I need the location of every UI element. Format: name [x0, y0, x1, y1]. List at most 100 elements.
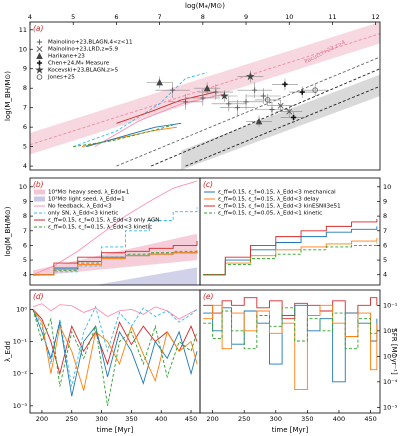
line: [32, 309, 198, 391]
x-tick-label: 5: [71, 13, 75, 21]
y-tick-label: 8: [383, 212, 387, 220]
axes-frame: [199, 177, 381, 286]
plot-area: [203, 297, 378, 390]
panel-label: (b): [33, 180, 44, 189]
y-tick-label: 5: [23, 143, 27, 151]
line: [32, 309, 198, 397]
panel: 4 5 6 7 8 9 10 log(M_BH/M⊙) (b) 10⁴M⊙ heavy seed,…: [4, 177, 201, 286]
y-axis-label: λ_Edd: [4, 341, 12, 362]
x-tick-label: 300: [95, 415, 107, 423]
axes-frame: [29, 21, 381, 171]
band: [32, 233, 198, 277]
plot-area: [32, 180, 198, 285]
marker: [299, 89, 305, 95]
marker: [255, 117, 263, 125]
y-tick-label: 6: [23, 123, 27, 131]
band: [95, 267, 198, 285]
y-tick-label: 4: [23, 271, 27, 279]
marker: [286, 108, 293, 115]
x-tick-label: 10: [285, 13, 293, 21]
legend-label: No feedback, λ_Edd<3: [48, 204, 112, 210]
legend-swatch: [34, 196, 45, 202]
y-tick-label: 8: [23, 84, 27, 92]
marker: [260, 93, 266, 99]
marker: [182, 99, 189, 105]
y-tick-label: 7: [383, 227, 387, 235]
marker: [264, 97, 271, 103]
x-tick-label: 200: [206, 415, 218, 423]
y-tick-label: 10⁰: [16, 305, 27, 313]
legend-label: Mainolino+23,BLAGN,4<z<11: [48, 40, 133, 46]
x-tick-label: 7: [158, 13, 162, 21]
y-tick-label: 10: [19, 45, 27, 53]
marker: [36, 39, 43, 45]
line: [203, 307, 378, 350]
line: [203, 304, 378, 390]
x-tick-label: 200: [36, 415, 48, 423]
legend-swatch: [34, 189, 45, 195]
y-tick-label: 10: [383, 183, 391, 191]
legend-label: only SN, λ_Edd<3 kinetic: [48, 211, 118, 217]
line: [116, 56, 380, 167]
band: [181, 74, 380, 170]
marker: [203, 84, 211, 92]
panel: 10⁻³ 10⁻² 10⁻¹ 10⁰ 200 250 300 350 400 450 time [M…: [4, 289, 201, 434]
x-tick-label: 250: [238, 415, 250, 423]
marker: [36, 60, 43, 66]
line: [116, 91, 216, 124]
x-tick-label: 350: [301, 415, 313, 423]
y-tick-label: 5: [383, 256, 387, 264]
line: [185, 85, 380, 167]
x-tick-label: 400: [333, 415, 345, 423]
y-axis-label: log(M_BH/M⊙): [4, 71, 12, 121]
marker: [156, 78, 163, 86]
y-tick-label: 9: [23, 197, 27, 205]
legend-label: Jones+25: [47, 75, 75, 81]
y-tick-label: 10⁻¹: [383, 301, 398, 309]
legend-label: 10⁴M⊙ heavy seed, λ_Edd=1: [48, 189, 130, 196]
x-tick-label: 350: [125, 415, 137, 423]
legend-label: ε_ff=0.15, ε_f=0.05, λ_Edd<1 kinetic: [218, 211, 322, 217]
y-tick-label: 10⁻⁵: [383, 403, 398, 411]
legend-label: ε_ff=0.15, ε_f=0.15, λ_Edd<3 only AGN: [48, 218, 159, 224]
y-tick-label: 10⁻⁴: [383, 378, 398, 386]
marker: [36, 46, 43, 52]
line: [32, 303, 198, 320]
x-tick-label: 300: [270, 415, 282, 423]
legend-label: ε_ff=0.15, ε_f=0.15, λ_Edd<3 mechanical: [218, 190, 336, 196]
y-tick-label: 7: [23, 104, 27, 112]
line: [203, 304, 378, 383]
line: [32, 207, 198, 276]
y-tick-label: 5: [23, 256, 27, 264]
line: [203, 238, 378, 276]
y-tick-label: 9: [383, 197, 387, 205]
y-axis-label: SFR [M⊙yr⁻¹]: [390, 328, 398, 375]
y-tick-label: 11: [19, 26, 27, 34]
panel-label: (e): [203, 292, 214, 301]
legend-label: ε_ff=0.15, ε_f=0.15, λ_Edd<3 kinetic: [48, 225, 152, 231]
y-tick-label: 7: [23, 227, 27, 235]
y-tick-label: 6: [383, 241, 387, 249]
x-tick-label: 450: [185, 415, 197, 423]
y-tick-label: 10⁻³: [13, 402, 28, 410]
panel-label: (a): [33, 24, 44, 33]
line: [150, 68, 380, 167]
marker: [234, 105, 241, 111]
line: [203, 242, 378, 276]
axes-frame: [199, 289, 381, 414]
y-tick-label: 10⁻²: [383, 327, 398, 335]
y-tick-label: 10: [19, 183, 27, 191]
marker: [282, 81, 288, 87]
y-axis-label: log(M_BH/M⊙): [4, 206, 12, 256]
y-tick-label: 6: [23, 241, 27, 249]
marker: [36, 74, 43, 80]
y-tick-label: 10⁻³: [383, 352, 398, 360]
marker: [226, 101, 232, 107]
marker: [290, 114, 297, 121]
x-tick-label: 6: [114, 13, 118, 21]
y-tick-label: 10⁻¹: [13, 338, 28, 346]
x-tick-label: 9: [244, 13, 248, 21]
plot-area: [203, 219, 378, 276]
